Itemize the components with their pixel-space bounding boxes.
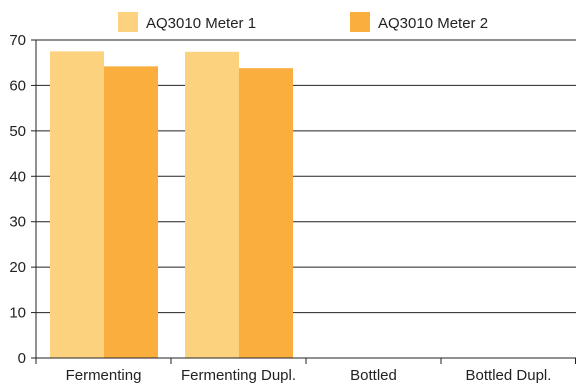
bar-series-1-0 (50, 51, 104, 358)
bar-series-2-1 (239, 68, 293, 358)
y-tick-label: 10 (9, 305, 26, 322)
y-tick-labels: 0 10 20 30 40 50 60 70 (9, 32, 26, 367)
bar-series-1-1 (185, 51, 239, 358)
axes (31, 39, 576, 364)
x-tick-label: Fermenting Dupl. (181, 367, 296, 384)
y-tick-label: 70 (9, 32, 26, 49)
x-tick-label: Fermenting (66, 367, 142, 384)
x-tick-label: Bottled Dupl. (466, 367, 552, 384)
y-tick-label: 40 (9, 168, 26, 185)
bar-series-2-0 (104, 66, 158, 358)
y-tick-label: 60 (9, 77, 26, 94)
legend-label-series-2: AQ3010 Meter 2 (378, 15, 488, 32)
bars (50, 51, 293, 358)
x-tick-labels: Fermenting Fermenting Dupl. Bottled Bottled… (66, 367, 552, 384)
y-tick-label: 50 (9, 123, 26, 140)
y-tick-label: 20 (9, 259, 26, 276)
y-tick-label: 30 (9, 214, 26, 231)
y-tick-label: 0 (18, 350, 26, 367)
legend: AQ3010 Meter 1 AQ3010 Meter 2 (118, 12, 488, 32)
legend-swatch-series-1 (118, 12, 138, 32)
x-tick-label: Bottled (350, 367, 397, 384)
legend-swatch-series-2 (350, 12, 370, 32)
legend-label-series-1: AQ3010 Meter 1 (146, 15, 256, 32)
